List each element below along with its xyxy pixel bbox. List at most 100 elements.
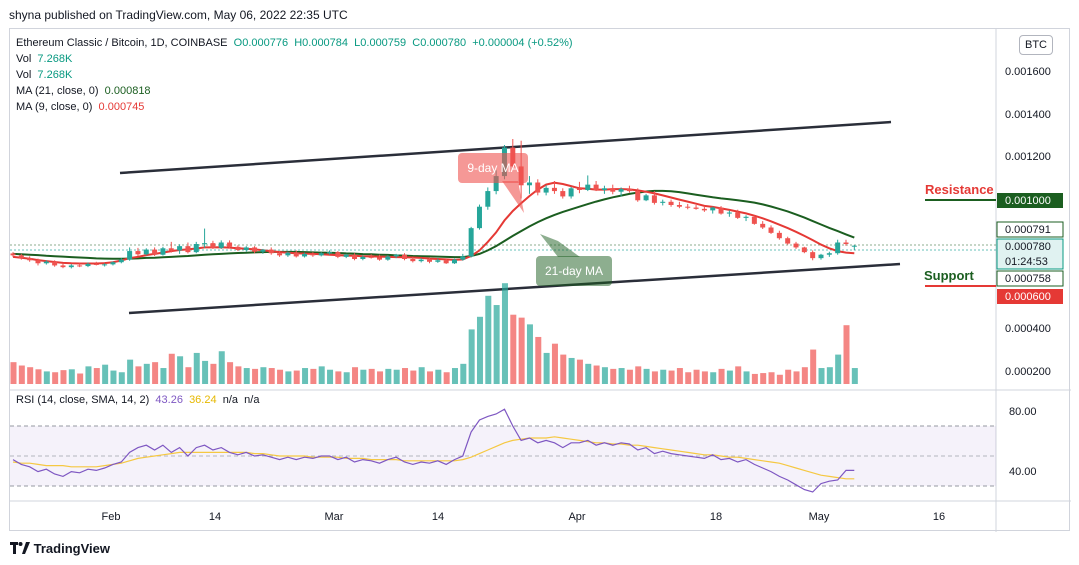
symbol-legend[interactable]: Ethereum Classic / Bitcoin, 1D, COINBASE…: [16, 37, 573, 49]
candle-body: [643, 195, 649, 201]
resistance-label: Resistance: [925, 182, 994, 197]
ohlc-change: +0.000004 (+0.52%): [472, 37, 573, 49]
candle-body: [551, 187, 557, 192]
candle-body: [135, 251, 141, 255]
volume-bar: [626, 369, 633, 384]
ma21-legend-value: 0.000818: [104, 85, 151, 97]
currency-button[interactable]: BTC: [1019, 35, 1053, 55]
resistance-price-text: 0.001000: [1005, 195, 1051, 207]
candle-body: [260, 249, 266, 252]
last-price-tag: [996, 238, 1064, 270]
volume-bar: [252, 368, 259, 384]
volume-bar: [310, 368, 317, 384]
last-price-text: 0.000780: [1005, 241, 1051, 253]
ohlc-open: O0.000776: [233, 37, 289, 49]
candle-body: [143, 249, 149, 255]
volume-bar: [218, 351, 225, 384]
volume-bar: [560, 354, 567, 384]
candle-body: [360, 256, 366, 259]
volume-bar: [735, 366, 742, 384]
volume-bar: [110, 370, 117, 384]
volume-bar: [643, 368, 650, 384]
ma9-callout-pointer: [502, 181, 524, 213]
rsi-axis: 80.00 40.00: [1009, 406, 1037, 478]
candle-body: [701, 208, 707, 211]
volume-bar: [43, 371, 50, 384]
volume-bar: [435, 369, 442, 384]
candle-body: [427, 259, 432, 262]
volume-bar: [810, 349, 817, 384]
symbol-name[interactable]: Ethereum Classic / Bitcoin, 1D, COINBASE: [16, 37, 228, 49]
ma9-legend[interactable]: MA (9, close, 0) 0.000745: [16, 101, 144, 113]
volume-bar: [501, 283, 508, 384]
volume-bar: [127, 359, 134, 384]
rsi-sma-legend-value: 36.24: [189, 394, 217, 406]
candle-body: [243, 247, 249, 250]
candle-body: [293, 252, 299, 257]
vol-legend-2[interactable]: Vol 7.268K: [16, 69, 72, 81]
volume-bar: [685, 372, 692, 384]
volume-bar: [818, 368, 825, 384]
volume-bar: [460, 363, 467, 384]
price-axis[interactable]: 0.001600 0.001400 0.001200 0.000400 0.00…: [1005, 66, 1051, 378]
volume-bar: [368, 368, 375, 384]
tradingview-logo-text: TradingView: [33, 541, 110, 556]
candle-body: [27, 258, 33, 261]
vol-legend-1[interactable]: Vol 7.268K: [16, 53, 72, 65]
candle-body: [68, 265, 74, 268]
ma21-callout-pointer: [540, 234, 580, 257]
time-tick: Mar: [325, 511, 344, 523]
volume-bar: [610, 368, 617, 384]
volume-bar: [327, 369, 334, 384]
candle-body: [660, 201, 666, 203]
ma21-legend[interactable]: MA (21, close, 0) 0.000818: [16, 85, 151, 97]
volume-bar: [851, 368, 858, 384]
volume-bar: [568, 357, 575, 384]
ohlc-close: C0.000780: [412, 37, 467, 49]
volume-bar: [601, 367, 608, 384]
ma21-legend-label: MA (21, close, 0): [16, 85, 99, 97]
candle-body: [476, 206, 482, 229]
volume-bar: [235, 366, 242, 384]
volume-bar: [377, 371, 384, 384]
candle-body: [718, 207, 724, 214]
candle-body: [43, 261, 49, 264]
rsi-legend[interactable]: RSI (14, close, SMA, 14, 2) 43.26 36.24 …: [16, 394, 259, 406]
price-axis-labels: 0.001000 0.000791 0.000780 01:24:53 0.00…: [996, 193, 1064, 304]
candle-body: [451, 259, 457, 264]
volume-bar: [535, 336, 542, 384]
volume-bar: [202, 360, 209, 384]
candle-body: [310, 253, 316, 256]
price-tick: 0.001400: [1005, 109, 1051, 121]
time-axis[interactable]: Feb 14 Mar 14 Apr 18 May 16: [102, 511, 946, 523]
candle-body: [651, 195, 657, 203]
chart-canvas[interactable]: 9-day MA 21-day MA Resistance Support 0.…: [10, 29, 1071, 532]
candle-body: [410, 259, 416, 262]
candle-body: [726, 212, 732, 214]
candle-body: [18, 255, 24, 259]
candle-body: [102, 264, 108, 266]
candle-body: [576, 188, 582, 190]
volume-bar: [268, 368, 275, 384]
volume-bar: [85, 366, 92, 384]
time-tick: May: [809, 511, 830, 523]
candle-body: [443, 260, 449, 264]
candle-body: [493, 176, 499, 192]
vol-label: Vol: [16, 53, 32, 65]
volume-bar: [285, 371, 292, 384]
volume-bar: [243, 368, 250, 384]
volume-bar: [801, 367, 808, 384]
candle-body: [793, 243, 799, 248]
candle-body: [343, 254, 349, 257]
candle-body: [585, 184, 591, 190]
support-label: Support: [924, 268, 974, 283]
candle-body: [626, 188, 632, 192]
volume-bar: [743, 371, 750, 384]
volume-bar: [751, 373, 758, 384]
resistance-trendline: [119, 120, 892, 175]
candle-body: [335, 252, 341, 257]
candle-body: [668, 201, 674, 205]
volume-bar: [27, 367, 34, 384]
candle-body: [568, 188, 574, 197]
tradingview-logo[interactable]: TradingView: [10, 541, 110, 556]
